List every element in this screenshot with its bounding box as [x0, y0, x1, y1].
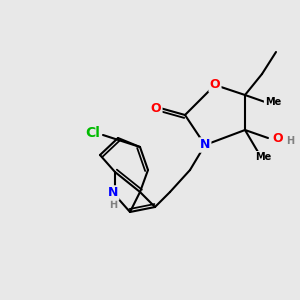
Text: H: H — [286, 136, 294, 146]
Text: Me: Me — [255, 152, 271, 162]
Text: N: N — [108, 187, 118, 200]
Text: O: O — [151, 101, 161, 115]
Text: O: O — [273, 131, 283, 145]
Text: Me: Me — [265, 97, 281, 107]
Text: Cl: Cl — [85, 126, 100, 140]
Text: N: N — [200, 139, 210, 152]
Text: O: O — [210, 79, 220, 92]
Text: H: H — [109, 200, 117, 210]
